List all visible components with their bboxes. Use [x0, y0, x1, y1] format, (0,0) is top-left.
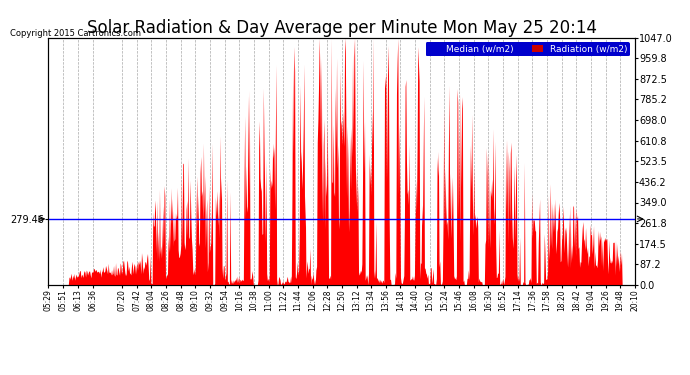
Title: Solar Radiation & Day Average per Minute Mon May 25 20:14: Solar Radiation & Day Average per Minute…	[86, 20, 597, 38]
Text: Copyright 2015 Cartronics.com: Copyright 2015 Cartronics.com	[10, 28, 141, 38]
Legend: Median (w/m2), Radiation (w/m2): Median (w/m2), Radiation (w/m2)	[426, 42, 630, 56]
